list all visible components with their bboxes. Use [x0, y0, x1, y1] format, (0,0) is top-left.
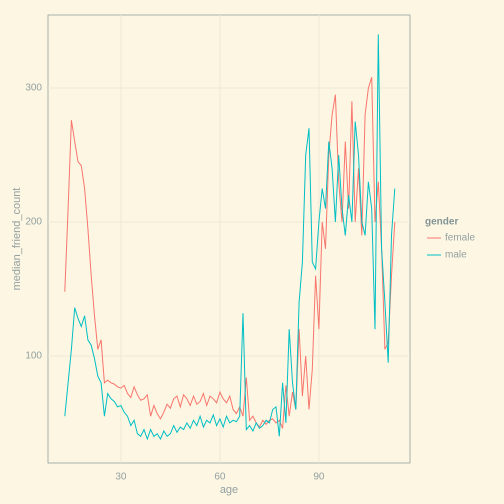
legend-label: male	[445, 250, 467, 261]
y-tick-label: 300	[25, 83, 42, 94]
legend-label: female	[445, 233, 475, 244]
panel	[47, 14, 411, 464]
y-tick-label: 100	[25, 351, 42, 362]
x-tick-label: 30	[115, 472, 127, 483]
x-axis-label: age	[220, 484, 238, 496]
y-tick-label: 200	[25, 217, 42, 228]
y-axis-label: median_friend_count	[11, 188, 23, 291]
line-series	[64, 34, 396, 441]
line-series	[64, 77, 396, 429]
legend-title: gender	[425, 217, 458, 228]
x-tick-label: 60	[214, 472, 226, 483]
x-tick-label: 90	[313, 472, 325, 483]
